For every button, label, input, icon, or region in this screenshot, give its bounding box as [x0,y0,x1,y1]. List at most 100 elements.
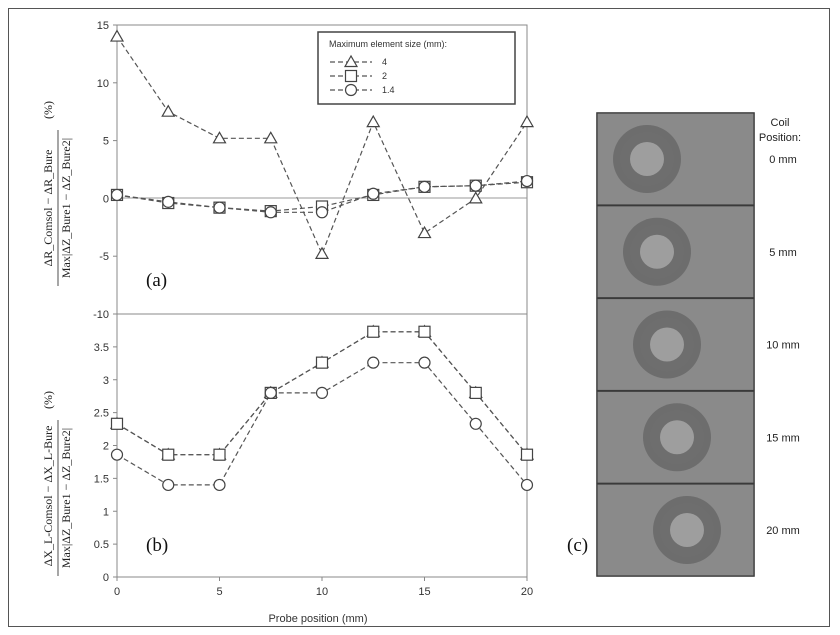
panel-a: -10 -5 0 5 10 15 (a) Maximum element size (mm… [41,20,535,321]
data-point-circle [315,206,329,219]
data-point-square [315,356,329,369]
ylabel-b-numerator: ΔX_L-Comsol − ΔX_L-Bure [41,426,55,567]
coil-core [630,142,664,176]
data-point-circle [520,174,534,188]
ylabel-b-denominator: Max|ΔZ_Bure1 − ΔZ_Bure2| [59,428,73,568]
series-markers-b [109,324,535,492]
coil-photo-strip: 0 mm 5 mm 10 mm 15 mm 20 mm [596,112,800,577]
xtick-label: 10 [316,586,328,598]
ytick-label: 2 [103,441,109,453]
data-point-square [162,448,175,461]
xtick-label: 5 [216,586,222,598]
y-axis-b: 0 0.5 1 1.5 2 2.5 3 3.5 [94,342,117,584]
ytick-label: 10 [97,78,109,90]
data-point-triangle [417,225,432,239]
ytick-label: 0 [103,193,109,205]
series-line-circle [116,180,528,213]
data-point-triangle [161,104,176,117]
data-point-triangle [314,246,330,259]
coil-header-line: Coil [771,117,790,129]
data-point-circle [264,386,277,399]
ylabel-a: ΔR_Comsol − ΔR_Bure Max|ΔZ_Bure1 − ΔZ_Bu… [41,101,73,286]
ytick-label: 5 [103,136,109,148]
legend-label: 4 [382,57,387,67]
data-point-circle [162,195,175,208]
data-point-circle [469,417,482,430]
ytick-label: -5 [99,251,109,263]
data-point-triangle [468,191,483,204]
legend-marker-circle [344,83,358,97]
data-point-circle [264,206,277,219]
data-point-circle [367,187,380,200]
data-point-circle [213,478,226,492]
coil-position-header: Coil Position: [759,117,801,144]
data-point-square [469,386,482,399]
coil-core [660,420,694,455]
legend: Maximum element size (mm): 421.4 [317,31,516,105]
y-axis-a: -10 -5 0 5 10 15 [93,20,117,321]
ylabel-b-unit: (%) [41,391,55,409]
legend-marker-triangle [343,54,359,68]
ytick-label: 3 [103,375,109,387]
data-point-circle [418,180,431,193]
legend-title: Maximum element size (mm): [329,39,447,49]
coil-position-label: 0 mm [769,154,797,166]
ylabel-a-denominator: Max|ΔZ_Bure1 − ΔZ_Bure2| [59,138,73,278]
data-point-triangle [519,114,535,128]
data-point-circle [213,201,226,214]
ytick-label: -10 [93,309,109,321]
coil-core [640,234,674,269]
xtick-label: 20 [521,586,533,598]
data-point-circle [110,448,124,461]
data-point-circle [520,478,534,492]
data-point-triangle [366,114,381,128]
x-axis-b: 0 5 10 15 20 [114,577,533,598]
ytick-label: 0.5 [94,539,109,551]
series-lines-b [116,331,528,486]
xtick-label: 0 [114,586,120,598]
data-point-circle [469,179,482,192]
data-point-triangle [109,29,125,42]
data-point-square [367,325,380,338]
coil-core [650,327,684,362]
coil-position-label: 5 mm [769,247,797,259]
ytick-label: 0 [103,572,109,584]
data-point-circle [110,188,124,202]
panel-c: (c) Coil Position: 0 mm 5 mm 10 mm 15 mm 20 m… [567,112,801,577]
ylabel-a-unit: (%) [41,101,55,119]
data-point-circle [315,386,329,399]
legend-marker-square [344,69,358,83]
legend-label: 2 [382,71,387,81]
panel-label-c: (c) [567,535,588,556]
x-axis-title: Probe position (mm) [268,613,367,625]
coil-position-label: 10 mm [766,340,800,352]
data-point-square [213,448,226,461]
ylabel-b: ΔX_L-Comsol − ΔX_L-Bure Max|ΔZ_Bure1 − Δ… [41,391,73,576]
data-point-square [418,325,431,338]
ytick-label: 1 [103,506,109,518]
data-point-circle [418,356,431,369]
panel-label-a: (a) [146,270,167,291]
ytick-label: 15 [97,20,109,32]
ytick-label: 2.5 [94,408,109,420]
plot-area-b [116,313,528,578]
coil-position-label: 15 mm [766,432,800,444]
ytick-label: 3.5 [94,342,109,354]
data-point-triangle [212,131,227,144]
coil-core [670,513,704,547]
panel-b: 0 0.5 1 1.5 2 2.5 3 3.5 0 5 10 15 20 (b) Probe posi… [41,313,535,625]
data-point-circle [367,356,380,369]
data-point-square [110,417,124,430]
series-lines-a [116,36,528,256]
legend-items: 421.4 [330,54,395,97]
data-point-square [520,448,534,461]
coil-position-label: 20 mm [766,525,800,537]
series-markers-a [109,29,535,259]
ytick-label: 1.5 [94,473,109,485]
xtick-label: 15 [418,586,430,598]
data-point-triangle [263,131,278,144]
panel-label-b: (b) [146,535,168,556]
data-point-circle [162,478,175,492]
figure-frame [8,8,830,627]
